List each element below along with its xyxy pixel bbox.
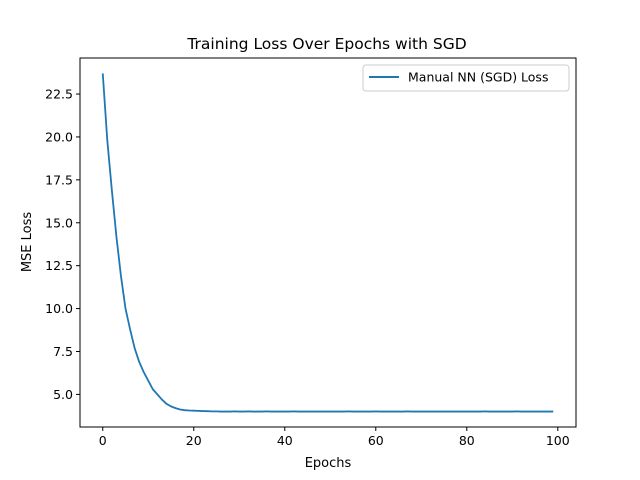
x-tick-label: 0: [99, 433, 107, 448]
y-tick-label: 20.0: [45, 129, 73, 144]
y-axis: 5.0 7.5 10.0 12.5 15.0 17.5 20.0 22.5: [45, 87, 80, 402]
y-tick-label: 12.5: [45, 258, 73, 273]
y-axis-label: MSE Loss: [20, 212, 35, 273]
y-tick-label: 22.5: [45, 87, 73, 102]
legend-label: Manual NN (SGD) Loss: [408, 70, 548, 85]
plot-area: [79, 57, 577, 428]
series-layer: [101, 73, 554, 413]
x-tick-label: 40: [277, 433, 293, 448]
series-line-0: [101, 73, 554, 413]
legend-box: [362, 64, 570, 92]
y-tick-label: 15.0: [45, 215, 73, 230]
y-tick-label: 5.0: [53, 387, 73, 402]
y-tick-label: 17.5: [45, 172, 73, 187]
x-tick-label: 100: [546, 433, 570, 448]
x-axis: 0 20 40 60 80 100: [99, 427, 570, 448]
x-tick-label: 60: [368, 433, 384, 448]
x-axis-label: Epochs: [305, 456, 352, 471]
y-tick-label: 7.5: [53, 344, 73, 359]
x-tick-label: 80: [459, 433, 475, 448]
y-tick-label: 10.0: [45, 301, 73, 316]
x-tick-label: 20: [186, 433, 202, 448]
chart-title: Training Loss Over Epochs with SGD: [186, 35, 466, 53]
legend: Manual NN (SGD) Loss: [362, 64, 570, 92]
